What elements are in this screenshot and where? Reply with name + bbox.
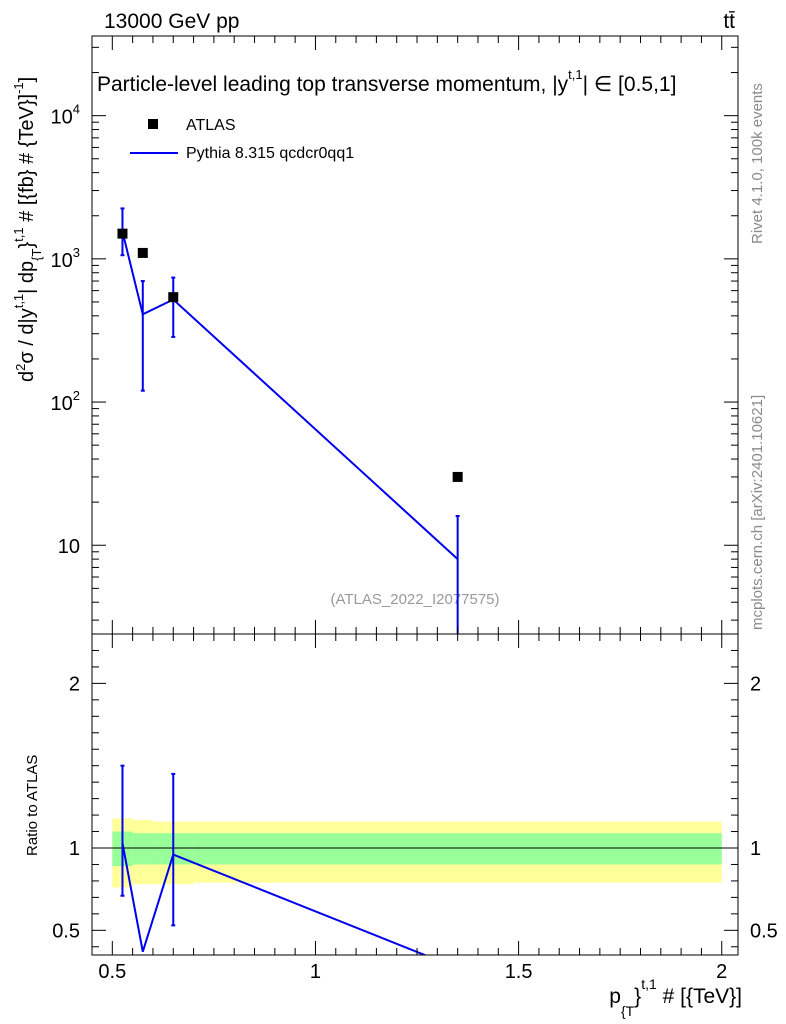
ratio-y-tick-label-right: 1	[750, 838, 761, 860]
atlas-data-point	[168, 292, 179, 303]
x-tick-label: 0.5	[98, 961, 126, 983]
main-y-tick-label: 102	[51, 388, 80, 415]
x-axis-title: p{T}t,1 # [{TeV}]	[609, 976, 742, 1019]
ratio-panel-frame	[91, 633, 739, 956]
pythia-curve	[121, 231, 459, 560]
analysis-watermark: (ATLAS_2022_I2077575)	[330, 591, 499, 608]
main-y-tick-exponent: 4	[73, 102, 80, 117]
x-tick-label: 1.5	[505, 961, 533, 983]
legend-atlas-marker	[148, 119, 158, 129]
x-tick-label: 2	[716, 961, 727, 983]
main-y-tick-exponent: 3	[73, 245, 80, 260]
ratio-uncertainty-bands	[112, 818, 722, 888]
atlas-data-point	[452, 471, 463, 482]
title-end-text: | ∈ [0.5,1]	[583, 73, 677, 96]
main-y-tick-base: 10	[51, 250, 73, 272]
title-main-text: Particle-level leading top transverse mo…	[97, 73, 569, 96]
main-y-tick-label: 103	[51, 245, 80, 272]
main-y-tick-label: 104	[51, 102, 80, 129]
main-data-layer	[117, 207, 463, 634]
title-superscript: t,1	[568, 67, 582, 82]
ratio-band-stat-segment	[132, 833, 153, 865]
energy-label: 13000 GeV pp	[104, 10, 239, 33]
legend: ATLAS Pythia 8.315 qcdcr0qq1	[130, 117, 354, 162]
atlas-data-point	[137, 247, 148, 258]
atlas-data-point	[117, 228, 128, 239]
ratio-band-stat-segment	[193, 833, 722, 865]
main-y-tick-label: 10	[58, 536, 80, 558]
ratio-data-layer	[92, 764, 738, 955]
ratio-y-tick-label-left: 1	[69, 838, 80, 860]
ratio-y-tick-label-left: 2	[69, 673, 80, 695]
process-label: tt̄	[723, 10, 735, 33]
main-y-tick-base: 10	[58, 536, 80, 558]
legend-atlas-label: ATLAS	[186, 117, 236, 134]
main-y-tick-base: 10	[51, 393, 73, 415]
ratio-y-tick-label-right: 0.5	[750, 920, 778, 942]
ratio-y-axis-title: Ratio to ATLAS	[24, 755, 41, 856]
main-y-tick-exponent: 2	[73, 388, 80, 403]
mcplots-label: mcplots.cern.ch [arXiv:2401.10621]	[749, 395, 766, 630]
main-y-tick-base: 10	[51, 107, 73, 129]
ratio-y-tick-label-left: 0.5	[52, 920, 80, 942]
legend-pythia-label: Pythia 8.315 qcdcr0qq1	[186, 145, 354, 162]
x-tick-label: 1	[310, 961, 321, 983]
ratio-pythia-curve	[121, 842, 428, 955]
rivet-version-label: Rivet 4.1.0, 100k events	[749, 83, 766, 244]
main-y-axis-title: d2σ / d|yt,1| dp{T}t,1 # [{fb} # {TeV}]-…	[11, 77, 44, 382]
main-plot-title: Particle-level leading top transverse mo…	[97, 67, 676, 96]
ratio-y-tick-label-right: 2	[750, 673, 761, 695]
